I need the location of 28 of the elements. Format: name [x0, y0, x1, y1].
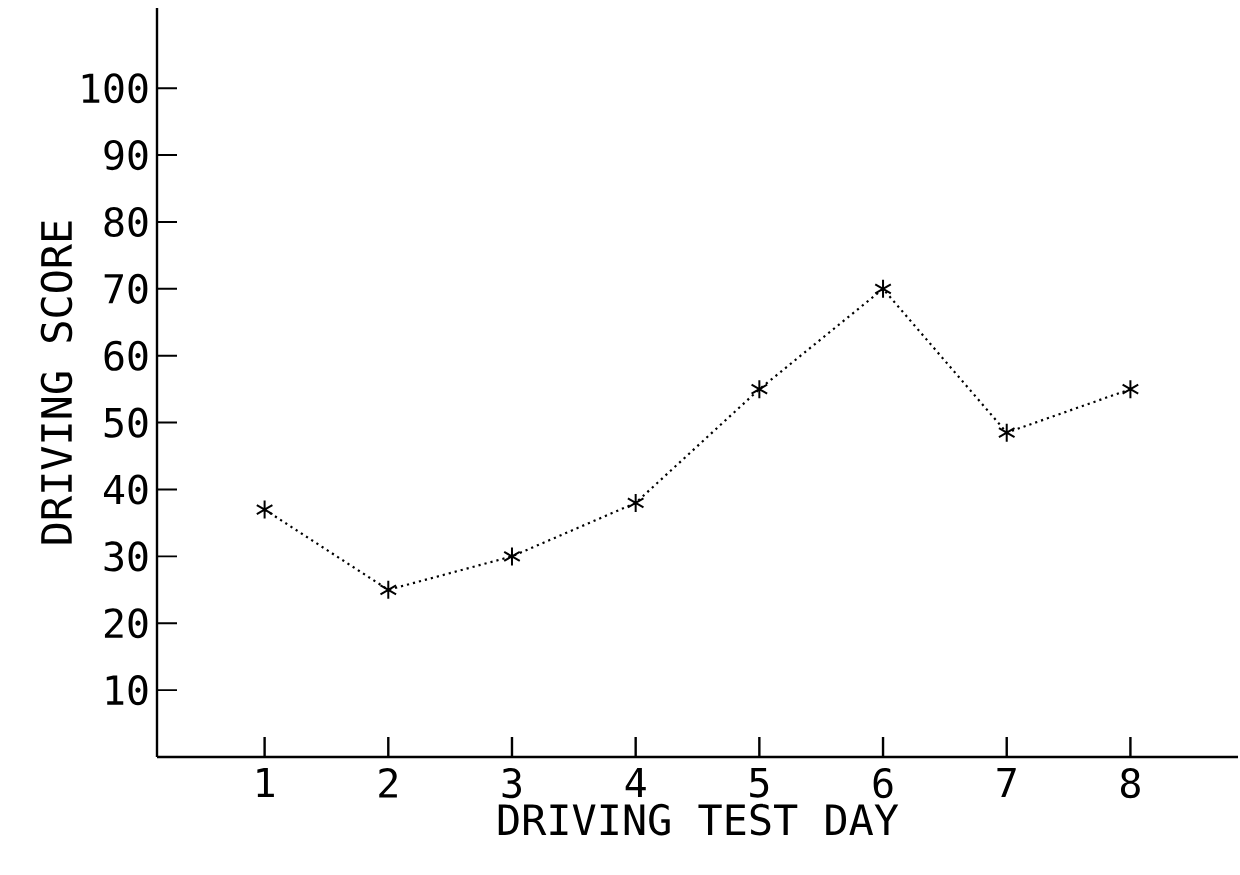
point [379, 579, 398, 600]
y-tick-label: 100 [82, 73, 148, 104]
y-tick-label: 10 [106, 675, 148, 706]
x-axis-title: DRIVING TEST DAY [498, 803, 899, 836]
x-tick-label: 8 [1120, 768, 1140, 799]
y-tick-label: 20 [104, 608, 148, 639]
y-tick-label: 90 [104, 140, 148, 171]
point [1121, 379, 1140, 400]
point [874, 278, 892, 299]
point [750, 379, 769, 400]
y-tick-label: 70 [104, 273, 148, 304]
y-tick-label: 80 [104, 206, 148, 238]
x-tick-label: 3 [502, 768, 521, 799]
y-tick-label: 30 [104, 541, 148, 572]
y-tick-label: 40 [103, 474, 148, 505]
x-tick-label: 1 [257, 768, 274, 798]
y-tick-label: 60 [104, 340, 148, 371]
point [503, 546, 521, 567]
y-tick-label: 50 [104, 407, 148, 438]
x-tick-label: 2 [379, 768, 397, 798]
point [626, 492, 645, 513]
x-tick-label: 7 [997, 768, 1016, 798]
x-tick-label: 6 [873, 768, 893, 799]
x-tick-label: 4 [625, 768, 646, 798]
point [997, 422, 1016, 443]
x-tick-label: 5 [750, 768, 769, 798]
y-axis-title: DRIVING SCORE [40, 221, 73, 544]
point [255, 499, 274, 520]
